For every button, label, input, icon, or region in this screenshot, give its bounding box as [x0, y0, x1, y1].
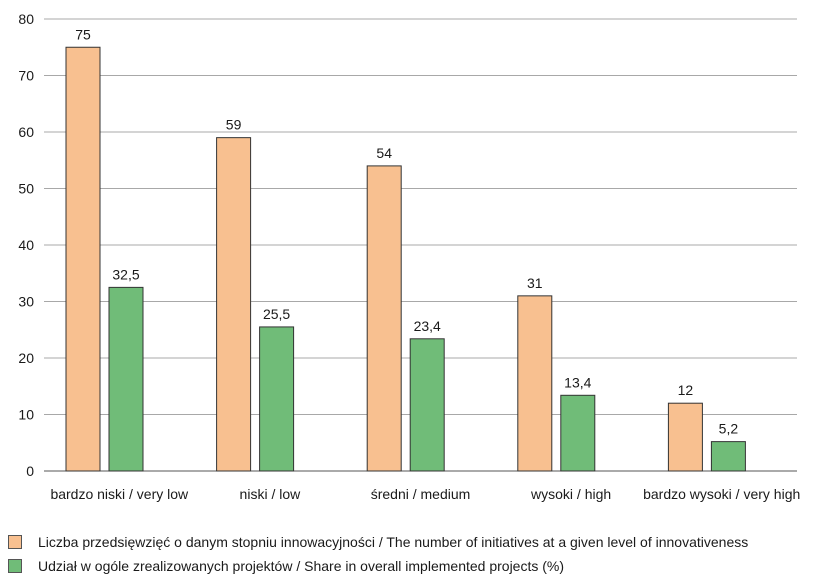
bar: [409, 338, 445, 472]
bar-value-label: 12: [678, 382, 694, 398]
legend-label-initiatives: Liczba przedsięwzięć o danym stopniu inn…: [38, 534, 749, 550]
bar: [560, 394, 596, 472]
bar: [259, 326, 295, 472]
bar-value-label: 59: [226, 117, 242, 133]
x-axis-ticks: bardzo niski / very low niski / low średni…: [50, 486, 800, 502]
bar: [517, 295, 553, 472]
y-tick-label: 60: [18, 124, 34, 140]
bars: [65, 46, 746, 472]
bar-value-label: 25,5: [263, 306, 290, 322]
bar-value-label: 32,5: [112, 266, 139, 282]
bar-value-label: 31: [527, 275, 543, 291]
bar-value-label: 75: [75, 26, 91, 42]
grid-lines: [44, 18, 797, 472]
x-tick-label: średni / medium: [371, 486, 471, 502]
bar-chart: 0 10 20 30 40 50 60 70 80 75 32,5 59 25,5 54 23,4 31 13…: [18, 11, 800, 502]
bar-value-labels: 75 32,5 59 25,5 54 23,4 31 13,4 12 5,2: [75, 26, 738, 436]
bar-value-label: 5,2: [719, 421, 739, 437]
y-tick-label: 20: [18, 350, 34, 366]
y-tick-label: 30: [18, 294, 34, 310]
legend-item-share: Udział w ogóle zrealizowanych projektów …: [8, 554, 838, 578]
bar: [108, 286, 144, 472]
y-axis-ticks: 0 10 20 30 40 50 60 70 80: [18, 11, 34, 479]
bar: [65, 46, 101, 472]
x-tick-label: bardzo niski / very low: [50, 486, 189, 502]
y-tick-label: 50: [18, 181, 34, 197]
y-tick-label: 0: [26, 463, 34, 479]
legend-item-initiatives: Liczba przedsięwzięć o danym stopniu inn…: [8, 530, 838, 554]
legend-swatch-initiatives: [8, 535, 22, 549]
y-tick-label: 40: [18, 237, 34, 253]
x-tick-label: niski / low: [240, 486, 302, 502]
x-tick-label: wysoki / high: [530, 486, 611, 502]
bar-value-label: 23,4: [414, 318, 441, 334]
y-tick-label: 70: [18, 68, 34, 84]
bar-value-label: 54: [376, 145, 392, 161]
bar: [667, 402, 703, 472]
x-tick-label: bardzo wysoki / very high: [643, 486, 800, 502]
bar: [216, 137, 252, 472]
bar-value-label: 13,4: [564, 374, 591, 390]
legend-swatch-share: [8, 559, 22, 573]
bar: [366, 165, 402, 472]
legend: Liczba przedsięwzięć o danym stopniu inn…: [8, 530, 838, 578]
legend-label-share: Udział w ogóle zrealizowanych projektów …: [38, 558, 565, 574]
y-tick-label: 80: [18, 11, 34, 27]
bar: [710, 441, 746, 472]
y-tick-label: 10: [18, 407, 34, 423]
